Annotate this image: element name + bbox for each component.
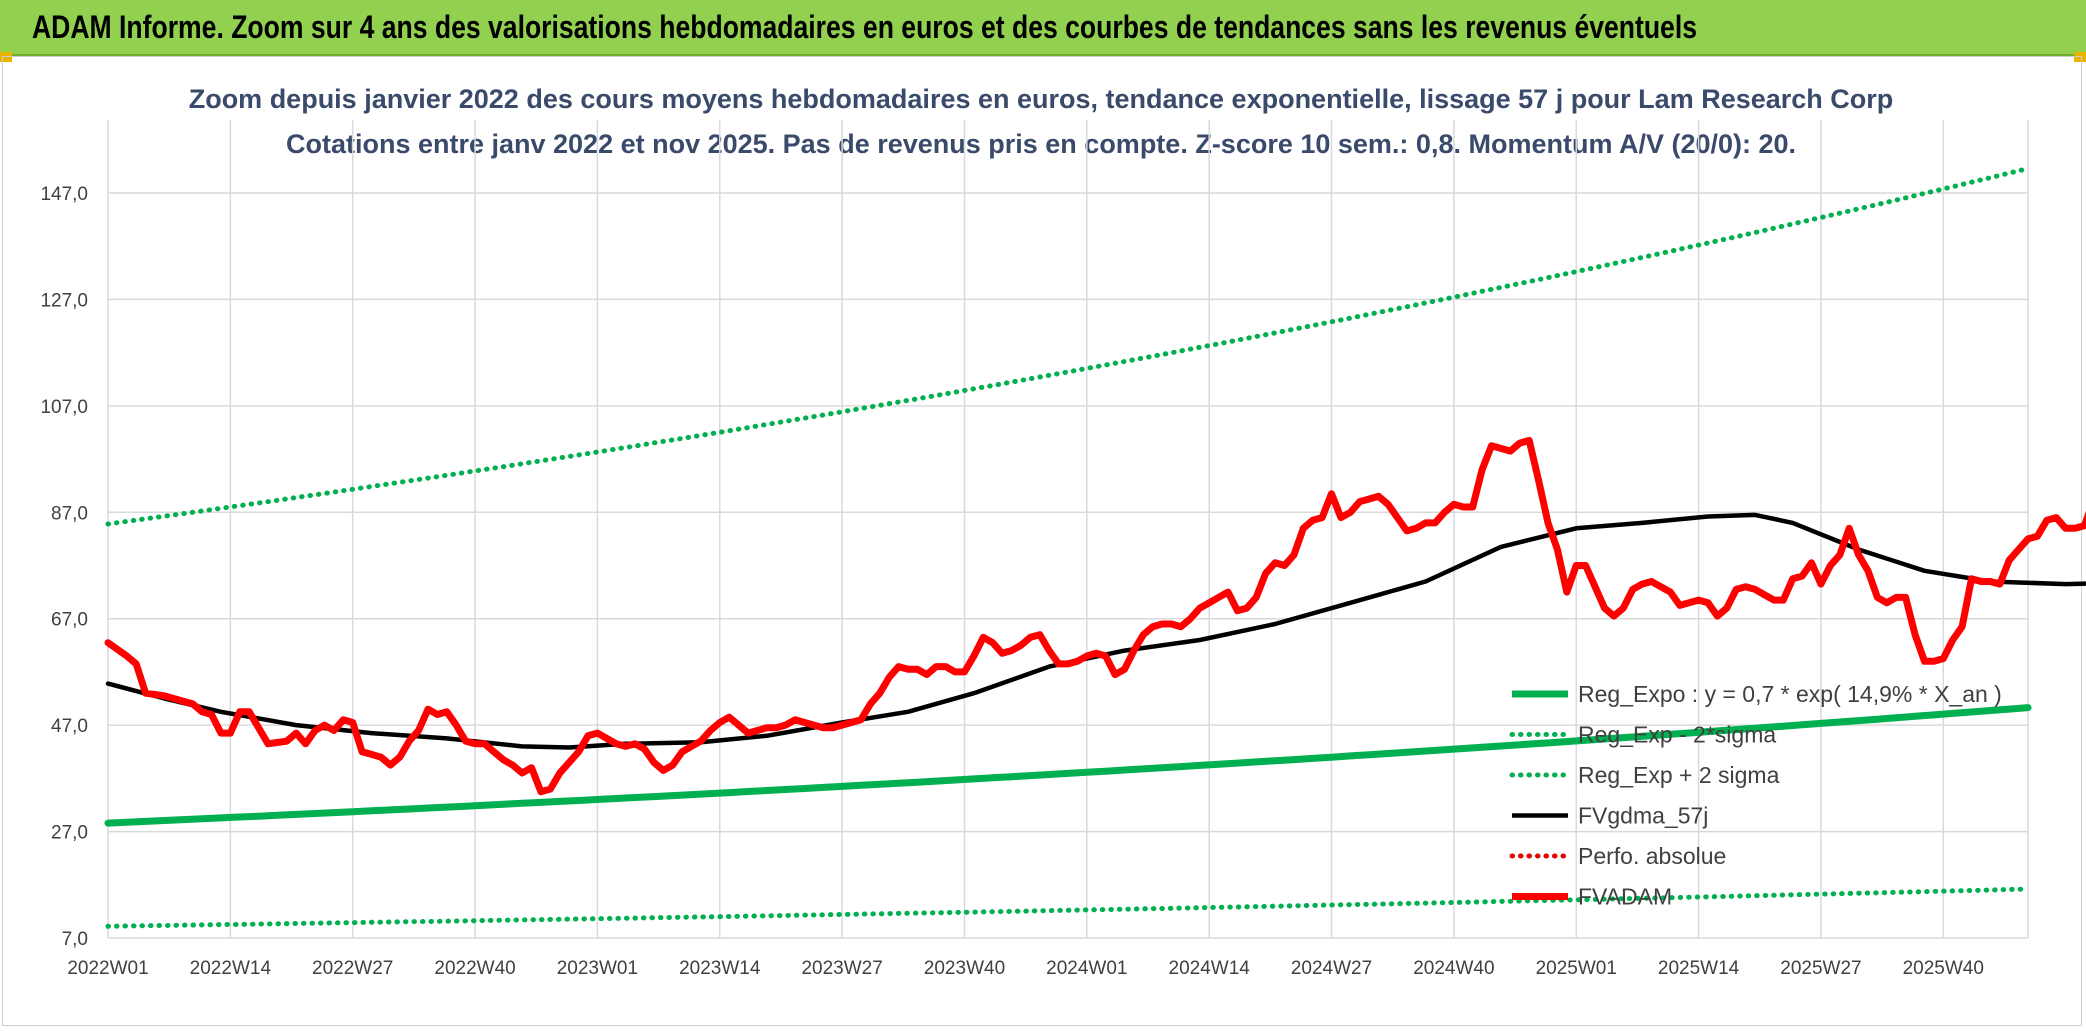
x-tick-label: 2023W40 [924, 958, 1005, 979]
y-tick-label: 7,0 [62, 929, 88, 950]
fvgdma-57j-line [105, 512, 2086, 750]
fvadam-line [104, 436, 2086, 796]
y-tick-label: 47,0 [51, 716, 88, 737]
x-tick-label: 2024W14 [1169, 958, 1251, 979]
legend-label-fvgdma: FVgdma_57j [1578, 803, 1708, 829]
x-tick-label: 2022W14 [190, 958, 272, 979]
chart-title: Zoom depuis janvier 2022 des cours moyen… [189, 84, 1894, 114]
reg-minus-2sigma-line [105, 886, 2031, 929]
report-title: ADAM Informe. Zoom sur 4 ans des valoris… [32, 9, 1697, 45]
x-tick-label: 2022W01 [67, 958, 148, 979]
y-tick-label: 27,0 [51, 823, 88, 844]
x-tick-label: 2025W27 [1780, 958, 1861, 979]
corner-marker-right [2074, 52, 2086, 62]
legend-label-reg_minus: Reg_Exp - 2*sigma [1578, 722, 1776, 748]
y-tick-label: 87,0 [51, 503, 88, 524]
x-tick-label: 2024W40 [1413, 958, 1494, 979]
legend-label-reg_plus: Reg_Exp + 2 sigma [1578, 762, 1780, 788]
x-tick-label: 2022W27 [312, 958, 393, 979]
y-tick-label: 127,0 [40, 290, 88, 311]
reg-plus-2sigma-line [105, 166, 2031, 527]
y-tick-label: 147,0 [40, 184, 88, 205]
x-tick-label: 2025W40 [1903, 958, 1984, 979]
chart-subtitle: Cotations entre janv 2022 et nov 2025. P… [286, 129, 1796, 159]
x-tick-label: 2022W40 [434, 958, 515, 979]
x-tick-label: 2023W27 [801, 958, 882, 979]
x-tick-label: 2025W14 [1658, 958, 1740, 979]
y-tick-label: 107,0 [40, 397, 88, 418]
x-tick-label: 2024W27 [1291, 958, 1372, 979]
chart-frame [2, 56, 2082, 1026]
x-tick-label: 2023W01 [557, 958, 638, 979]
reg-expo-line [104, 704, 2032, 827]
x-tick-label: 2023W14 [679, 958, 761, 979]
legend-label-perfo: Perfo. absolue [1578, 843, 1726, 869]
legend-label-reg_expo: Reg_Expo : y = 0,7 * exp( 14,9% * X_an ) [1578, 681, 2002, 707]
x-tick-label: 2025W01 [1536, 958, 1617, 979]
report-banner: ADAM Informe. Zoom sur 4 ans des valoris… [0, 0, 2086, 56]
legend-label-fvadam: FVADAM [1578, 884, 1672, 910]
x-tick-label: 2024W01 [1046, 958, 1127, 979]
y-tick-label: 67,0 [51, 610, 88, 631]
corner-marker-left [0, 52, 12, 62]
